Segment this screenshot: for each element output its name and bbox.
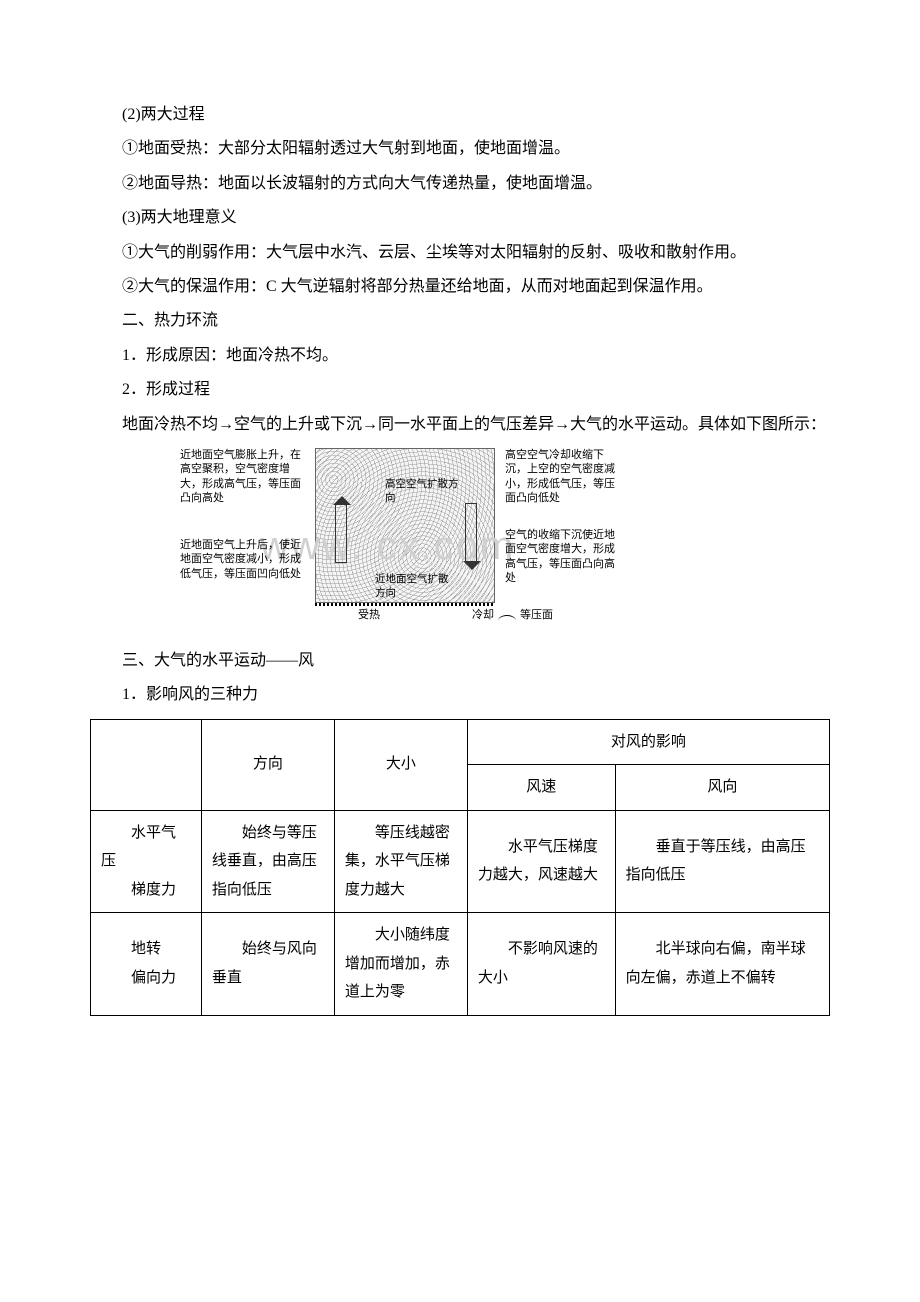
para-ground-conduct: ②地面导热：地面以长波辐射的方式向大气传递热量，使地面增温。 <box>90 169 830 199</box>
cell-direction-2: 始终与风向垂直 <box>201 913 334 1016</box>
cell-force-name-2: 地转 偏向力 <box>91 913 202 1016</box>
diagram-label-mid-bottom: 近地面空气扩散方向 <box>375 573 455 600</box>
arrow-down-icon <box>465 503 477 563</box>
cell-speed-2: 不影响风速的大小 <box>467 913 615 1016</box>
para-ground-heat: ①地面受热：大部分太阳辐射透过大气射到地面，使地面增温。 <box>90 134 830 164</box>
th-direction: 方向 <box>201 719 334 810</box>
heading-two-meanings: (3)两大地理意义 <box>90 203 830 233</box>
para-insulation: ②大气的保温作用：C 大气逆辐射将部分热量还给地面，从而对地面起到保温作用。 <box>90 272 830 302</box>
th-winddir: 风向 <box>615 765 829 811</box>
cell-winddir-2: 北半球向右偏，南半球向左偏，赤道上不偏转 <box>615 913 829 1016</box>
wind-forces-table: 方向 大小 对风的影响 风速 风向 水平气 压 梯度力 始终与等压线垂直，由高压… <box>90 719 830 1016</box>
table-row: 地转 偏向力 始终与风向垂直 大小随纬度增加而增加，赤道上为零 不影响风速的大小… <box>91 913 830 1016</box>
section2-title: 二、热力环流 <box>90 306 830 336</box>
cell-speed-1: 水平气压梯度力越大，风速越大 <box>467 810 615 913</box>
th-size: 大小 <box>334 719 467 810</box>
force-name-line2: 偏向力 <box>101 964 191 993</box>
diagram-label-mid-top: 高空空气扩散方向 <box>385 478 460 505</box>
diagram-label-isoline: 等压面 <box>520 608 553 622</box>
force-name-line2: 梯度力 <box>101 876 191 905</box>
section2-p1: 1．形成原因：地面冷热不均。 <box>90 341 830 371</box>
cell-size-2: 大小随纬度增加而增加，赤道上为零 <box>334 913 467 1016</box>
section3-title: 三、大气的水平运动——风 <box>90 646 830 676</box>
section2-p2: 2．形成过程 <box>90 375 830 405</box>
para-weakening: ①大气的削弱作用：大气层中水汽、云层、尘埃等对太阳辐射的反射、吸收和散射作用。 <box>90 238 830 268</box>
diagram-label-bottom-left: 近地面空气上升后，使近地面空气密度减小，形成低气压，等压面凹向低处 <box>180 538 310 581</box>
cell-force-name-1: 水平气 压 梯度力 <box>91 810 202 913</box>
diagram-label-top-right: 高空空气冷却收缩下沉，上空的空气密度减小，形成低气压，等压面凸向低处 <box>505 448 615 505</box>
heading-two-processes: (2)两大过程 <box>90 100 830 130</box>
table-row: 水平气 压 梯度力 始终与等压线垂直，由高压指向低压 等压线越密集，水平气压梯度… <box>91 810 830 913</box>
cell-direction-1: 始终与等压线垂直，由高压指向低压 <box>201 810 334 913</box>
arrow-up-icon <box>335 503 347 563</box>
ground-line <box>315 603 495 606</box>
diagram-label-hot: 受热 <box>358 608 380 622</box>
cell-winddir-1: 垂直于等压线，由高压指向低压 <box>615 810 829 913</box>
th-speed: 风速 <box>467 765 615 811</box>
th-effect: 对风的影响 <box>467 719 829 765</box>
thermal-circulation-diagram: www. cx.com 近地面空气膨胀上升，在高空聚积，空气密度增大，形成高气压… <box>180 448 610 638</box>
cell-size-1: 等压线越密集，水平气压梯度力越大 <box>334 810 467 913</box>
diagram-label-cold: 冷却 <box>472 608 494 622</box>
section2-p3: 地面冷热不均→空气的上升或下沉→同一水平面上的气压差异→大气的水平运动。具体如下… <box>90 410 830 440</box>
table-header-row: 方向 大小 对风的影响 <box>91 719 830 765</box>
diagram-label-top-left: 近地面空气膨胀上升，在高空聚积，空气密度增大，形成高气压，等压面凸向高处 <box>180 448 310 505</box>
force-name-line1: 水平气 <box>101 819 191 848</box>
force-name-prefix: 压 <box>101 847 191 876</box>
th-empty <box>91 719 202 810</box>
section3-p1: 1．影响风的三种力 <box>90 680 830 710</box>
isoline-symbol-icon <box>498 615 516 621</box>
force-name-line1: 地转 <box>101 935 191 964</box>
diagram-label-bottom-right: 空气的收缩下沉使近地面空气密度增大，形成高气压，等压面凸向高处 <box>505 528 615 585</box>
